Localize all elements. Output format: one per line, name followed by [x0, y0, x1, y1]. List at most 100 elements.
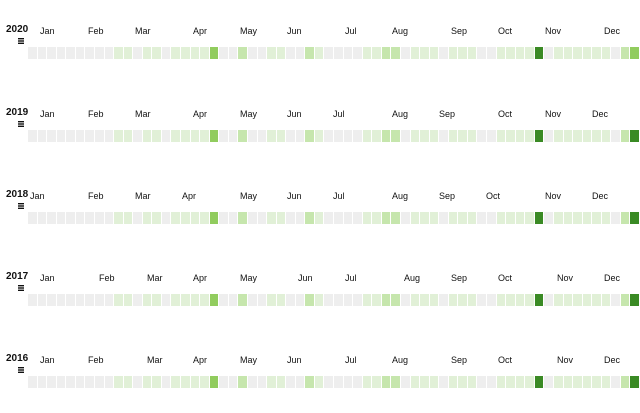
heatmap-cell[interactable] [544, 294, 553, 306]
heatmap-cell[interactable] [420, 376, 429, 388]
heatmap-cell[interactable] [171, 130, 180, 142]
heatmap-cell[interactable] [458, 376, 467, 388]
heatmap-cell[interactable] [334, 376, 343, 388]
heatmap-cell[interactable] [171, 212, 180, 224]
heatmap-cell[interactable] [315, 376, 323, 388]
heatmap-cell[interactable] [219, 47, 228, 59]
heatmap-cell[interactable] [506, 47, 515, 59]
heatmap-cell[interactable] [372, 130, 381, 142]
heatmap-cell[interactable] [191, 130, 199, 142]
heatmap-cell[interactable] [85, 130, 94, 142]
heatmap-cell[interactable] [602, 212, 610, 224]
heatmap-cell[interactable] [573, 47, 582, 59]
heatmap-cell[interactable] [200, 376, 209, 388]
heatmap-cell[interactable] [602, 130, 610, 142]
heatmap-cell[interactable] [114, 212, 123, 224]
heatmap-cell[interactable] [621, 294, 629, 306]
heatmap-cell[interactable] [296, 47, 304, 59]
heatmap-cell[interactable] [143, 130, 151, 142]
heatmap-cell[interactable] [210, 212, 218, 224]
heatmap-cell[interactable] [564, 47, 572, 59]
heatmap-cell[interactable] [391, 212, 400, 224]
heatmap-cell[interactable] [630, 47, 639, 59]
heatmap-cell[interactable] [267, 212, 276, 224]
heatmap-cell[interactable] [229, 130, 237, 142]
heatmap-cell[interactable] [344, 294, 352, 306]
heatmap-cell[interactable] [238, 47, 247, 59]
heatmap-cell[interactable] [76, 47, 84, 59]
heatmap-cell[interactable] [525, 130, 534, 142]
heatmap-cell[interactable] [200, 212, 209, 224]
heatmap-cell[interactable] [95, 294, 104, 306]
heatmap-cell[interactable] [143, 294, 151, 306]
heatmap-cell[interactable] [162, 294, 170, 306]
heatmap-cell[interactable] [200, 294, 209, 306]
heatmap-cell[interactable] [258, 47, 266, 59]
heatmap-cell[interactable] [85, 47, 94, 59]
heatmap-cell[interactable] [277, 294, 285, 306]
heatmap-cell[interactable] [363, 47, 371, 59]
heatmap-cell[interactable] [143, 212, 151, 224]
heatmap-cell[interactable] [38, 376, 46, 388]
heatmap-cell[interactable] [38, 130, 46, 142]
heatmap-cell[interactable] [401, 294, 410, 306]
heatmap-cell[interactable] [592, 294, 601, 306]
heatmap-cell[interactable] [28, 212, 37, 224]
heatmap-cell[interactable] [487, 376, 496, 388]
heatmap-cell[interactable] [621, 376, 629, 388]
heatmap-cell[interactable] [344, 47, 352, 59]
heatmap-cell[interactable] [85, 376, 94, 388]
heatmap-cell[interactable] [248, 294, 257, 306]
heatmap-cell[interactable] [487, 130, 496, 142]
heatmap-cell[interactable] [535, 130, 543, 142]
heatmap-cell[interactable] [133, 376, 142, 388]
heatmap-cell[interactable] [487, 47, 496, 59]
heatmap-cell[interactable] [248, 212, 257, 224]
heatmap-cell[interactable] [324, 130, 333, 142]
heatmap-cell[interactable] [449, 212, 457, 224]
heatmap-cell[interactable] [286, 294, 295, 306]
heatmap-cell[interactable] [611, 294, 620, 306]
heatmap-cell[interactable] [430, 212, 438, 224]
heatmap-cell[interactable] [525, 376, 534, 388]
heatmap-cell[interactable] [411, 130, 419, 142]
heatmap-cell[interactable] [191, 47, 199, 59]
heatmap-cell[interactable] [105, 130, 113, 142]
heatmap-cell[interactable] [391, 376, 400, 388]
heatmap-cell[interactable] [544, 212, 553, 224]
heatmap-cell[interactable] [439, 294, 448, 306]
heatmap-cell[interactable] [66, 294, 75, 306]
heatmap-cell[interactable] [267, 376, 276, 388]
heatmap-cell[interactable] [477, 212, 486, 224]
heatmap-cell[interactable] [544, 376, 553, 388]
heatmap-cell[interactable] [57, 212, 65, 224]
heatmap-cell[interactable] [468, 130, 476, 142]
collapse-icon[interactable] [18, 203, 24, 209]
heatmap-cell[interactable] [516, 212, 524, 224]
heatmap-cell[interactable] [573, 130, 582, 142]
heatmap-cell[interactable] [200, 130, 209, 142]
heatmap-cell[interactable] [583, 47, 591, 59]
heatmap-cell[interactable] [181, 47, 190, 59]
heatmap-cell[interactable] [181, 130, 190, 142]
heatmap-cell[interactable] [133, 47, 142, 59]
heatmap-cell[interactable] [544, 47, 553, 59]
heatmap-cell[interactable] [57, 376, 65, 388]
heatmap-cell[interactable] [516, 376, 524, 388]
heatmap-cell[interactable] [506, 130, 515, 142]
heatmap-cell[interactable] [28, 376, 37, 388]
heatmap-cell[interactable] [592, 47, 601, 59]
heatmap-cell[interactable] [497, 130, 505, 142]
heatmap-cell[interactable] [171, 294, 180, 306]
heatmap-cell[interactable] [382, 47, 390, 59]
heatmap-cell[interactable] [258, 130, 266, 142]
heatmap-cell[interactable] [315, 212, 323, 224]
heatmap-cell[interactable] [47, 47, 56, 59]
heatmap-cell[interactable] [497, 212, 505, 224]
heatmap-cell[interactable] [554, 294, 563, 306]
heatmap-cell[interactable] [458, 212, 467, 224]
heatmap-cell[interactable] [564, 294, 572, 306]
heatmap-cell[interactable] [621, 130, 629, 142]
heatmap-cell[interactable] [210, 130, 218, 142]
heatmap-cell[interactable] [630, 294, 639, 306]
